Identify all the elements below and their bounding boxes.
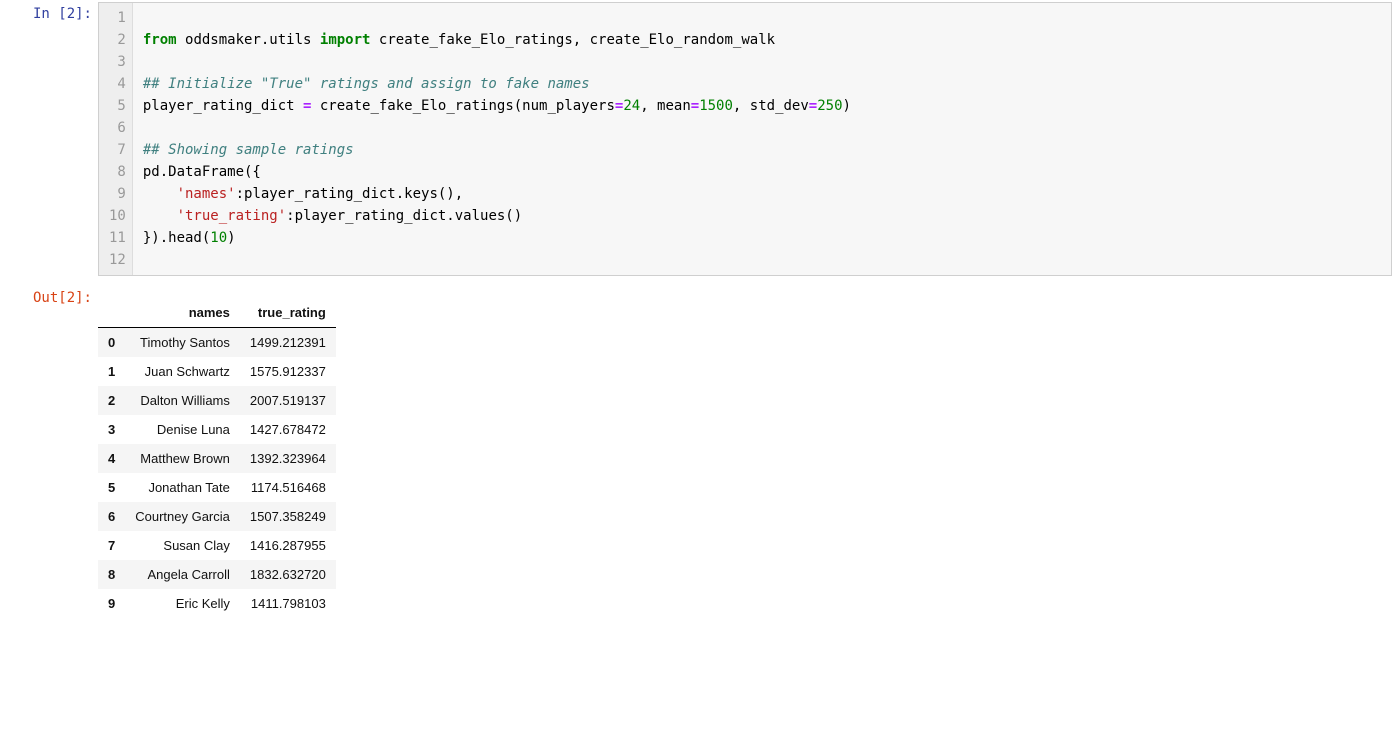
table-row: 5Jonathan Tate1174.516468 — [98, 473, 336, 502]
line-number: 1 — [109, 7, 126, 29]
table-row: 6Courtney Garcia1507.358249 — [98, 502, 336, 531]
table-cell: Timothy Santos — [125, 328, 240, 358]
line-number: 11 — [109, 227, 126, 249]
table-cell: 1174.516468 — [240, 473, 336, 502]
table-cell: 1575.912337 — [240, 357, 336, 386]
line-number: 10 — [109, 205, 126, 227]
line-number: 7 — [109, 139, 126, 161]
row-index: 3 — [98, 415, 125, 444]
code-line[interactable]: player_rating_dict = create_fake_Elo_rat… — [143, 95, 1381, 117]
code-line[interactable]: from oddsmaker.utils import create_fake_… — [143, 29, 1381, 51]
code-line[interactable] — [143, 249, 1381, 271]
output-cell: Out[2]: namestrue_rating 0Timothy Santos… — [0, 290, 1400, 618]
line-number: 6 — [109, 117, 126, 139]
row-index: 9 — [98, 589, 125, 618]
table-cell: Eric Kelly — [125, 589, 240, 618]
table-cell: Denise Luna — [125, 415, 240, 444]
table-row: 2Dalton Williams2007.519137 — [98, 386, 336, 415]
table-cell: 1507.358249 — [240, 502, 336, 531]
row-index: 4 — [98, 444, 125, 473]
row-index: 2 — [98, 386, 125, 415]
table-row: 3Denise Luna1427.678472 — [98, 415, 336, 444]
table-row: 4Matthew Brown1392.323964 — [98, 444, 336, 473]
line-number: 8 — [109, 161, 126, 183]
code-line[interactable] — [143, 117, 1381, 139]
table-header-row: namestrue_rating — [98, 298, 336, 328]
row-index: 1 — [98, 357, 125, 386]
table-header-index — [98, 298, 125, 328]
table-row: 9Eric Kelly1411.798103 — [98, 589, 336, 618]
code-line[interactable]: pd.DataFrame({ — [143, 161, 1381, 183]
row-index: 8 — [98, 560, 125, 589]
table-cell: Jonathan Tate — [125, 473, 240, 502]
table-cell: Juan Schwartz — [125, 357, 240, 386]
line-gutter: 123456789101112 — [99, 3, 133, 275]
output-prompt: Out[2]: — [0, 290, 98, 307]
line-number: 9 — [109, 183, 126, 205]
code-line[interactable]: ## Initialize "True" ratings and assign … — [143, 73, 1381, 95]
table-cell: Susan Clay — [125, 531, 240, 560]
code-editor[interactable]: 123456789101112 from oddsmaker.utils imp… — [98, 2, 1392, 276]
line-number: 4 — [109, 73, 126, 95]
table-cell: 1499.212391 — [240, 328, 336, 358]
table-cell: Dalton Williams — [125, 386, 240, 415]
output-area: namestrue_rating 0Timothy Santos1499.212… — [98, 290, 1400, 618]
row-index: 5 — [98, 473, 125, 502]
row-index: 7 — [98, 531, 125, 560]
line-number: 12 — [109, 249, 126, 271]
table-cell: 1392.323964 — [240, 444, 336, 473]
table-row: 0Timothy Santos1499.212391 — [98, 328, 336, 358]
table-row: 8Angela Carroll1832.632720 — [98, 560, 336, 589]
row-index: 0 — [98, 328, 125, 358]
table-cell: 1427.678472 — [240, 415, 336, 444]
code-line[interactable]: ## Showing sample ratings — [143, 139, 1381, 161]
code-line[interactable]: 'true_rating':player_rating_dict.values(… — [143, 205, 1381, 227]
table-cell: 1416.287955 — [240, 531, 336, 560]
dataframe-table: namestrue_rating 0Timothy Santos1499.212… — [98, 298, 336, 618]
code-line[interactable]: }).head(10) — [143, 227, 1381, 249]
line-number: 2 — [109, 29, 126, 51]
table-row: 7Susan Clay1416.287955 — [98, 531, 336, 560]
code-line[interactable] — [143, 51, 1381, 73]
row-index: 6 — [98, 502, 125, 531]
table-cell: 1411.798103 — [240, 589, 336, 618]
table-cell: Matthew Brown — [125, 444, 240, 473]
line-number: 3 — [109, 51, 126, 73]
table-cell: 2007.519137 — [240, 386, 336, 415]
table-cell: Angela Carroll — [125, 560, 240, 589]
table-header-cell: true_rating — [240, 298, 336, 328]
table-cell: Courtney Garcia — [125, 502, 240, 531]
table-header-cell: names — [125, 298, 240, 328]
code-content[interactable]: from oddsmaker.utils import create_fake_… — [133, 3, 1391, 275]
table-body: 0Timothy Santos1499.2123911Juan Schwartz… — [98, 328, 336, 619]
line-number: 5 — [109, 95, 126, 117]
input-cell: In [2]: 123456789101112 from oddsmaker.u… — [0, 0, 1400, 276]
table-cell: 1832.632720 — [240, 560, 336, 589]
code-line[interactable]: 'names':player_rating_dict.keys(), — [143, 183, 1381, 205]
input-prompt: In [2]: — [0, 0, 98, 23]
code-line[interactable] — [143, 7, 1381, 29]
table-row: 1Juan Schwartz1575.912337 — [98, 357, 336, 386]
